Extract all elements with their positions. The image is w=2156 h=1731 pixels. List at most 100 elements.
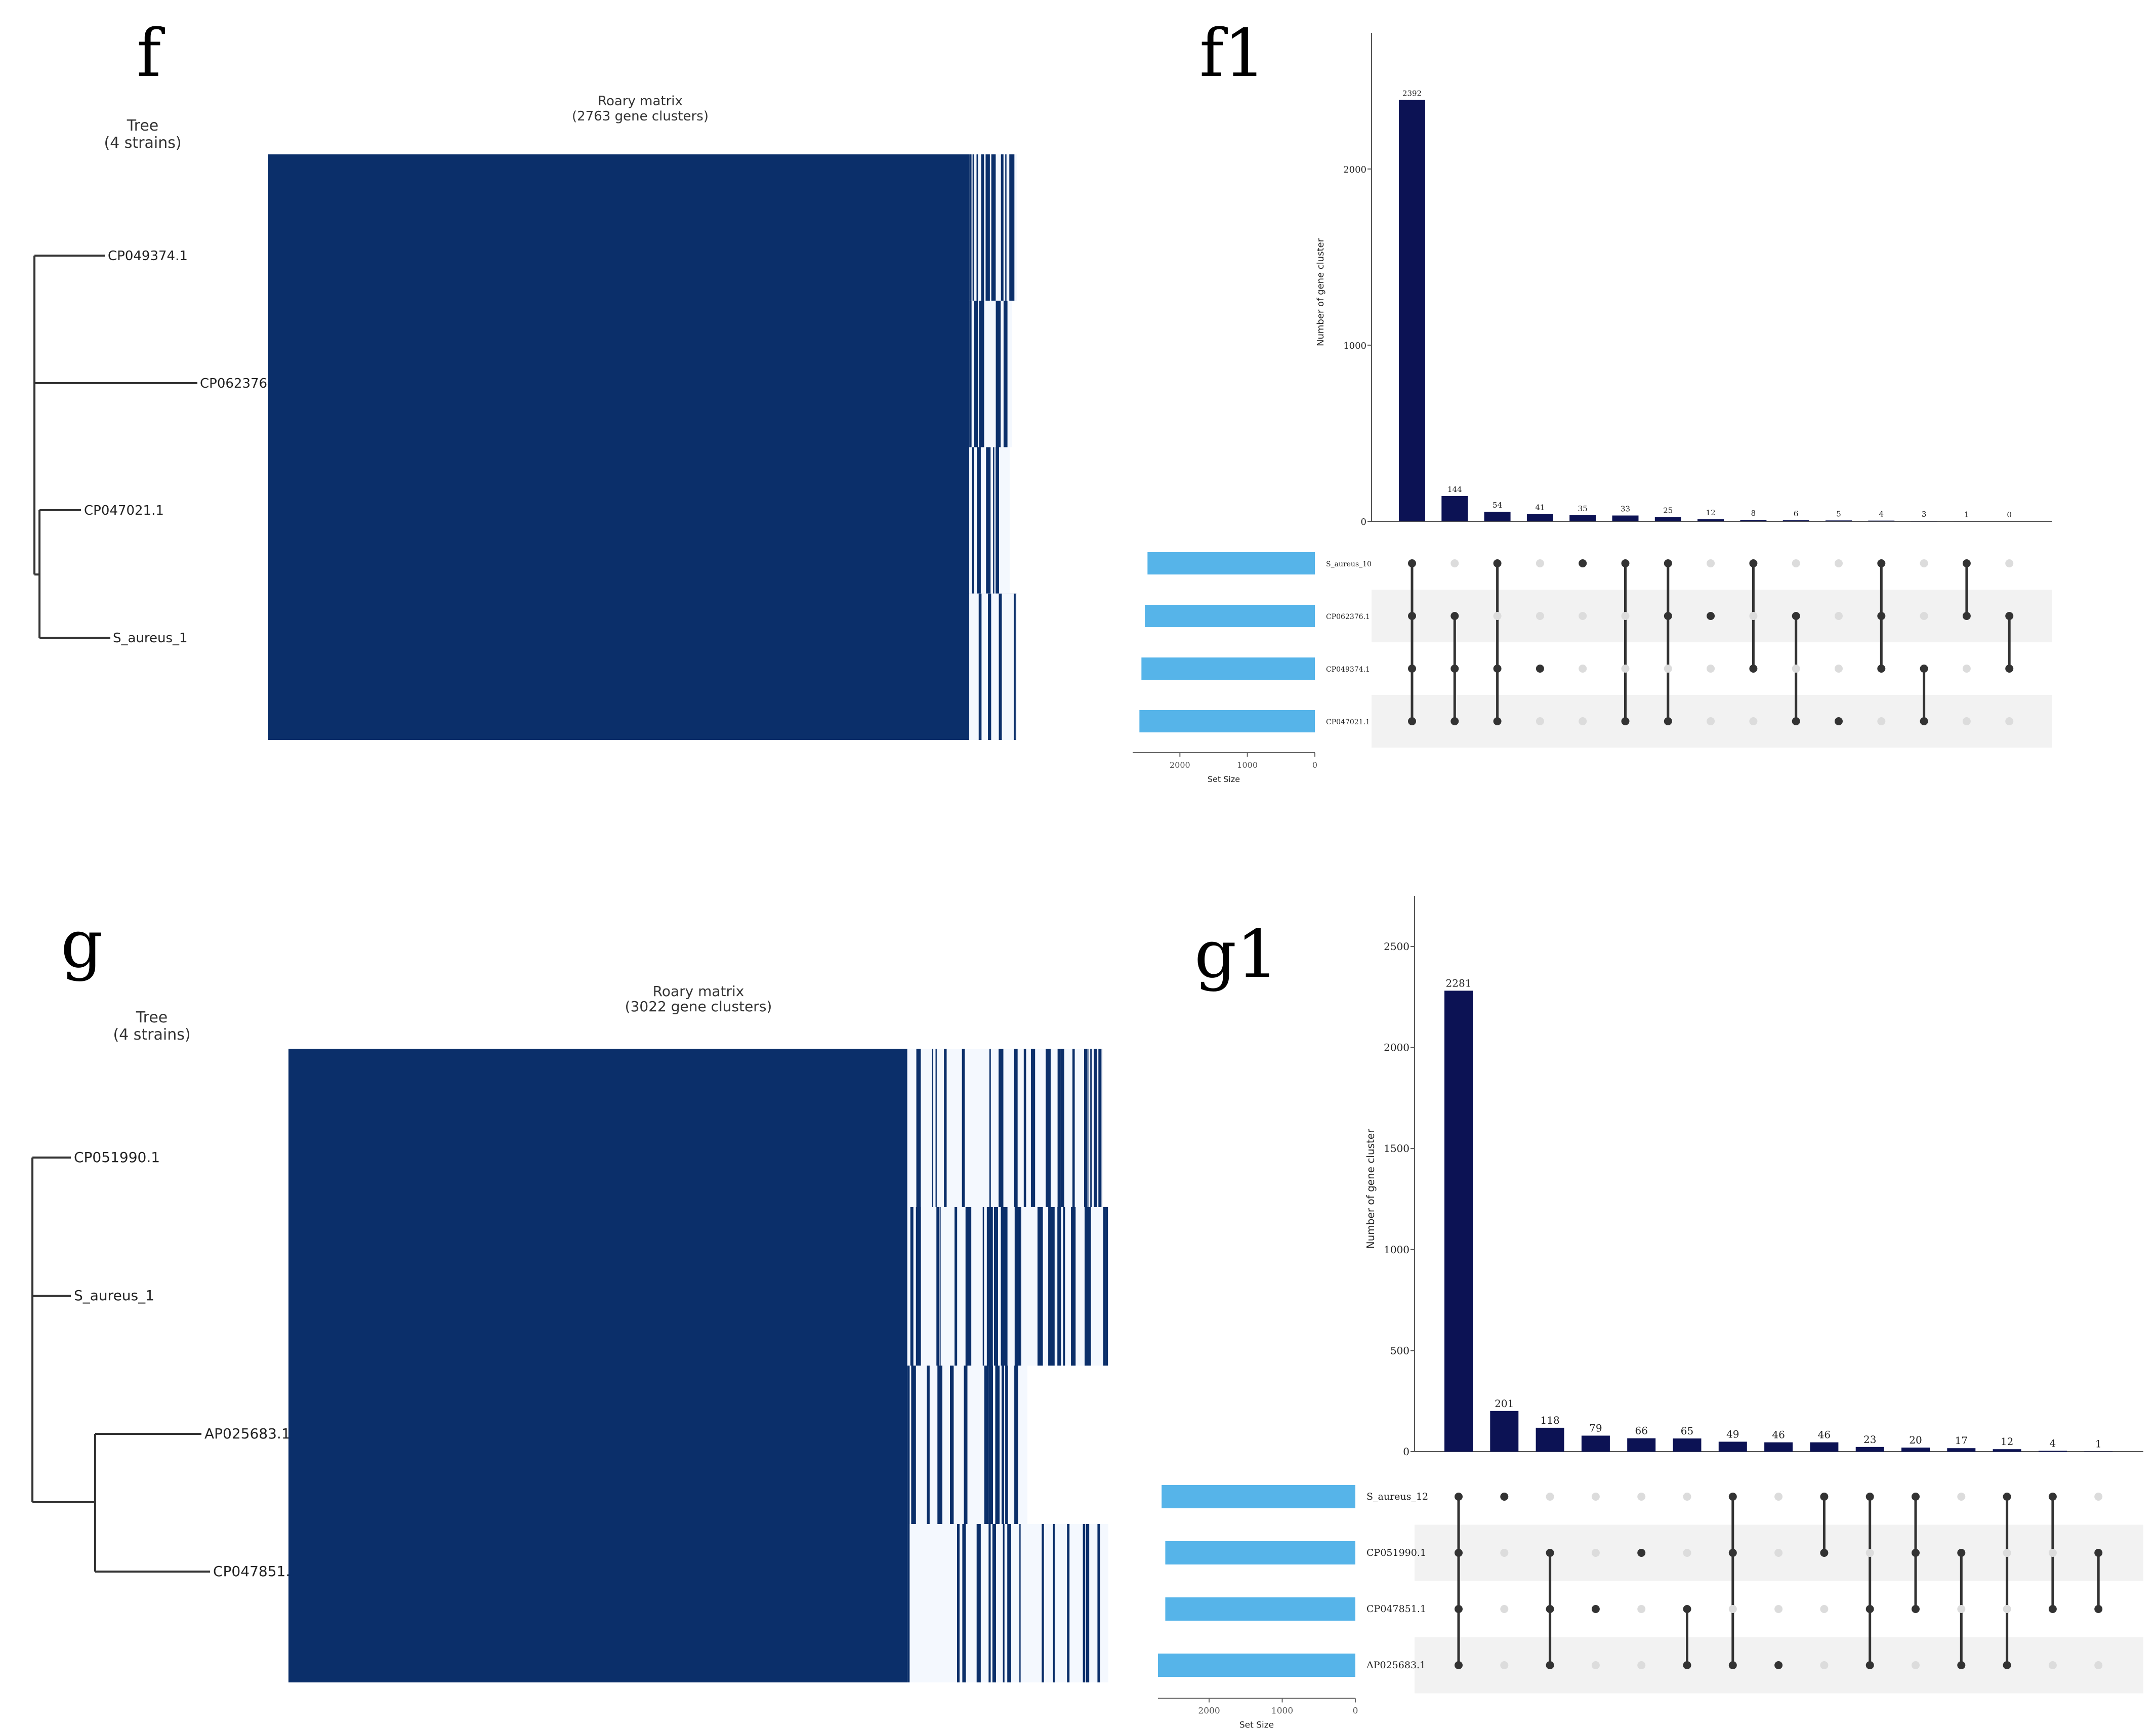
- intersection-dot-inactive: [2005, 559, 2014, 567]
- matrix-presence-stripe: [935, 1049, 937, 1207]
- matrix-presence-stripe: [916, 1207, 921, 1366]
- matrix-presence-stripe: [1009, 154, 1015, 301]
- set-size-tick-label: 0: [1353, 1706, 1358, 1716]
- intersection-dot-inactive: [2003, 1549, 2011, 1557]
- strain-label: CP049374.1: [108, 249, 188, 264]
- matrix-presence-stripe: [1057, 1207, 1061, 1366]
- matrix-presence-stripe: [962, 1049, 965, 1207]
- matrix-presence-stripe: [1001, 154, 1004, 301]
- set-label: S_aureus_10: [1326, 560, 1372, 568]
- matrix-presence-stripe: [1090, 1049, 1092, 1207]
- bar: [1484, 512, 1511, 521]
- intersection-dot-inactive: [1820, 1605, 1829, 1613]
- matrix-presence-stripe: [962, 1524, 966, 1682]
- matrix-presence-stripe: [1003, 301, 1008, 447]
- matrix-presence-stripe: [939, 1207, 941, 1366]
- intersection-dot-inactive: [1835, 612, 1843, 620]
- intersection-dot-active: [1820, 1549, 1829, 1557]
- intersection-dot-inactive: [1664, 665, 1672, 673]
- matrix-presence-stripe: [996, 447, 999, 594]
- set-size-tick-label: 0: [1312, 760, 1317, 770]
- set-size-bar: [1147, 552, 1315, 574]
- intersection-dot-active: [1920, 665, 1928, 673]
- intersection-dot-inactive: [1493, 612, 1502, 620]
- intersection-dot-active: [1408, 612, 1416, 620]
- matrix-presence-stripe: [978, 593, 982, 740]
- set-size-axis-label: Set Size: [1208, 774, 1240, 784]
- bar-value-label: 49: [1726, 1428, 1739, 1440]
- intersection-dot-inactive: [1591, 1493, 1600, 1501]
- matrix-presence-stripe: [988, 1366, 993, 1524]
- bar: [1947, 1448, 1976, 1452]
- intersection-dot-inactive: [1450, 559, 1459, 567]
- bar-value-label: 8: [1751, 509, 1756, 518]
- matrix-presence-stripe: [974, 301, 978, 447]
- bar-value-label: 1: [1964, 510, 1969, 519]
- panel-g: Tree (4 strains) Roary matrix (3022 gene…: [31, 983, 1108, 1682]
- intersection-dot-inactive: [2094, 1493, 2103, 1501]
- matrix-presence-stripe: [977, 447, 981, 594]
- intersection-dot-active: [1408, 717, 1416, 725]
- intersection-dot-active: [1957, 1661, 1966, 1669]
- bar-value-label: 1: [2095, 1438, 2102, 1450]
- matrix-presence-stripe: [981, 154, 984, 301]
- intersection-dot-inactive: [1621, 665, 1630, 673]
- intersection-dot-inactive: [1579, 612, 1587, 620]
- intersection-dot-inactive: [2094, 1661, 2103, 1669]
- matrix-presence-stripe: [1087, 1049, 1089, 1207]
- intersection-dot-active: [2005, 665, 2014, 673]
- matrix-presence-stripe: [1042, 1524, 1044, 1682]
- matrix-presence-stripe: [1019, 1524, 1021, 1682]
- upset-plot-g1: 0 500 1000 1500 2000 2500 Number of gene clust…: [1158, 896, 2143, 1730]
- intersection-dot-active: [1546, 1605, 1554, 1613]
- intersection-dot-active: [2005, 612, 2014, 620]
- intersection-dot-active: [2048, 1493, 2057, 1501]
- matrix-presence-stripe: [1105, 1207, 1108, 1366]
- matrix-presence-stripe: [907, 1524, 910, 1682]
- set-label: S_aureus_12: [1366, 1491, 1428, 1502]
- strain-label: CP051990.1: [74, 1149, 160, 1166]
- intersection-dot-inactive: [1707, 559, 1715, 567]
- matrix-presence-stripe: [1048, 1207, 1055, 1366]
- intersection-dot-active: [1408, 559, 1416, 567]
- intersection-dot-active: [1877, 665, 1886, 673]
- intersection-dot-inactive: [1912, 1661, 1920, 1669]
- y-tick-label: 0: [1361, 517, 1366, 527]
- bar-value-label: 46: [1772, 1429, 1785, 1441]
- matrix-presence-stripe: [1030, 1049, 1035, 1207]
- matrix-presence-stripe: [1097, 1524, 1100, 1682]
- matrix-presence-stripe: [988, 1524, 991, 1682]
- matrix-presence-stripe: [1014, 1207, 1020, 1366]
- intersection-dot-inactive: [2048, 1661, 2057, 1669]
- matrix-presence-stripe: [972, 447, 974, 594]
- intersection-dot-inactive: [1637, 1661, 1646, 1669]
- panel-label-f: f: [137, 15, 165, 92]
- bar: [1993, 1449, 2021, 1452]
- matrix-presence-stripe: [1003, 1524, 1005, 1682]
- intersection-dot-inactive: [2048, 1549, 2057, 1557]
- intersection-dot-active: [1962, 612, 1971, 620]
- matrix-presence-stripe: [965, 1207, 972, 1366]
- intersection-dot-active: [1493, 665, 1502, 673]
- bar: [1855, 1447, 1884, 1452]
- intersection-dot-inactive: [1637, 1493, 1646, 1501]
- bar-value-label: 66: [1635, 1425, 1647, 1437]
- intersection-dot-active: [1728, 1661, 1737, 1669]
- intersection-dot-inactive: [1920, 612, 1928, 620]
- intersection-dot-active: [1749, 665, 1758, 673]
- intersection-dot-active: [1865, 1493, 1874, 1501]
- intersection-dot-inactive: [1774, 1493, 1783, 1501]
- intersection-dot-inactive: [1962, 717, 1971, 725]
- intersection-dot-inactive: [1920, 559, 1928, 567]
- intersection-dot-inactive: [1536, 559, 1544, 567]
- tree-title: Tree: [136, 1009, 168, 1026]
- intersection-dot-active: [1912, 1605, 1920, 1613]
- matrix-presence-stripe: [1023, 1049, 1026, 1207]
- intersection-dot-active: [1957, 1549, 1966, 1557]
- y-tick-label: 1000: [1343, 341, 1366, 351]
- matrix-presence-stripe: [988, 593, 991, 740]
- intersection-dot-inactive: [1835, 559, 1843, 567]
- intersection-dot-active: [1408, 665, 1416, 673]
